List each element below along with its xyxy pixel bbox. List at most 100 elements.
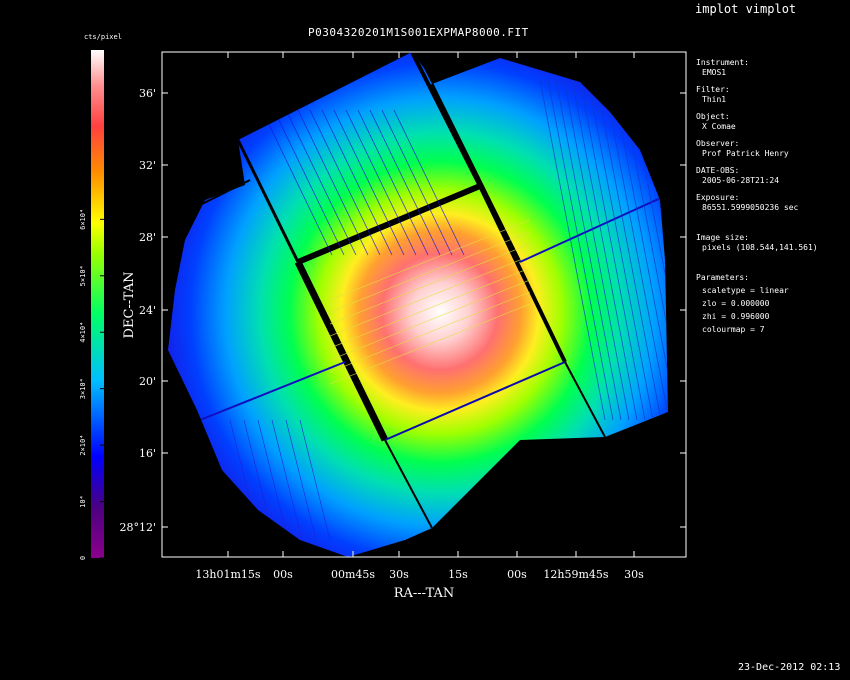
app-title: implot vimplot — [695, 2, 797, 16]
x-tick-label: 00m45s — [331, 568, 375, 581]
x-tick-label: 30s — [624, 568, 644, 581]
instrument-label: Instrument: — [696, 58, 749, 67]
bad-column — [261, 109, 333, 256]
x-axis-label: RA---TAN — [394, 586, 455, 601]
info-observer: Observer: Prof Patrick Henry — [696, 139, 789, 159]
bad-column — [329, 267, 531, 349]
bad-column — [329, 219, 531, 301]
y-tick-label: 28' — [139, 231, 156, 244]
bad-column — [273, 109, 345, 256]
y-tick-label: 16' — [139, 447, 156, 460]
y-tick-labels: 28°12' 16' 20' 24' 28' 32' 36' — [119, 87, 156, 534]
bad-column — [285, 109, 357, 256]
param-zlo: zlo = 0.000000 — [702, 299, 770, 308]
info-instrument: Instrument: EMOS1 — [696, 58, 749, 78]
size-label: Image size: — [696, 233, 749, 242]
info-object: Object: X Comae — [696, 112, 736, 132]
y-tick-label: 24' — [139, 304, 156, 317]
bad-column — [329, 255, 531, 337]
ccd-gap — [430, 83, 522, 263]
param-colourmap: colourmap = 7 — [702, 325, 765, 334]
colorbar-tick-label: 4×10⁴ — [79, 322, 87, 343]
ccd-gap — [236, 139, 300, 263]
info-size: Image size: pixels (108.544,141.561) — [696, 233, 818, 253]
object-label: Object: — [696, 112, 730, 121]
info-exposure: Exposure: 86551.5999050236 sec — [696, 193, 798, 213]
param-zhi: zhi = 0.996000 — [702, 312, 770, 321]
bad-column — [297, 109, 369, 256]
params-label: Parameters: — [696, 273, 749, 282]
bad-column — [321, 109, 393, 256]
bad-column — [659, 79, 668, 421]
bad-column — [309, 109, 381, 256]
plot-frame — [161, 51, 687, 558]
bad-column — [369, 109, 441, 256]
bad-column — [285, 419, 317, 541]
colorbar-tick-label: 5×10⁴ — [79, 265, 87, 286]
colorbar-tick-label: 6×10⁴ — [79, 209, 87, 230]
bad-column — [555, 79, 622, 421]
exposure-value: 86551.5999050236 sec — [702, 203, 799, 212]
bad-column — [329, 303, 531, 385]
footer-date: 23-Dec-2012 02:13 — [738, 662, 841, 673]
instrument-value: EMOS1 — [702, 68, 727, 77]
bad-column — [381, 109, 453, 256]
bad-column — [393, 109, 465, 256]
ccd-gap — [199, 361, 346, 421]
y-tick-label: 36' — [139, 87, 156, 100]
bad-column — [595, 79, 662, 421]
size-value: pixels (108.544,141.561) — [702, 243, 818, 252]
x-tick-label: 12h59m45s — [543, 568, 609, 581]
date-value: 2005-06-28T21:24 — [702, 176, 780, 185]
observer-label: Observer: — [696, 139, 740, 148]
x-tick-label: 13h01m15s — [195, 568, 261, 581]
object-value: X Comae — [702, 122, 736, 131]
bad-column — [579, 79, 646, 421]
bad-column — [563, 79, 630, 421]
bad-column — [357, 109, 429, 256]
bad-column — [329, 243, 531, 325]
y-tick-label: 20' — [139, 375, 156, 388]
bad-column — [329, 231, 531, 313]
info-filter: Filter: Thin1 — [696, 85, 730, 105]
bad-column — [257, 419, 289, 541]
plot-title: P0304320201M1S001EXPMAP8000.FIT — [308, 26, 529, 39]
filter-value: Thin1 — [702, 95, 727, 104]
x-tick-label: 15s — [448, 568, 468, 581]
colorbar-label: cts/pixel — [84, 33, 122, 41]
exposure-label: Exposure: — [696, 193, 740, 202]
bad-column — [299, 419, 331, 541]
colorbar-tick-label: 3×10⁴ — [79, 378, 87, 399]
bad-column — [587, 79, 654, 421]
exposure-field — [168, 52, 668, 557]
param-scaletype: scaletype = linear — [702, 286, 789, 295]
bad-column — [271, 419, 303, 541]
x-tick-labels: 13h01m15s 00s 00m45s 30s 15s 00s 12h59m45s 30s — [195, 568, 644, 581]
exposure-image — [168, 52, 668, 557]
colorbar-ticks: 0 10⁴ 2×10⁴ 3×10⁴ 4×10⁴ 5×10⁴ 6×10⁴ — [79, 209, 104, 560]
x-tick-label: 30s — [389, 568, 409, 581]
colorbar-tick-label: 0 — [79, 556, 87, 560]
x-tick-label: 00s — [273, 568, 293, 581]
bad-column — [603, 79, 668, 421]
bad-column — [345, 109, 417, 256]
bad-column — [539, 79, 606, 421]
bad-column — [611, 79, 668, 421]
colorbar-gradient — [91, 50, 104, 558]
x-tick-label: 00s — [507, 568, 527, 581]
observer-value: Prof Patrick Henry — [702, 149, 789, 158]
ccd-gap — [564, 361, 606, 438]
info-params: Parameters: scaletype = linear zlo = 0.0… — [696, 273, 789, 335]
ccd-gap — [294, 260, 389, 442]
ccd-gap — [478, 185, 567, 363]
bad-column — [329, 279, 531, 361]
axis-ticks — [162, 52, 686, 557]
bad-column — [547, 79, 614, 421]
ccd-gap — [410, 52, 482, 187]
colorbar-tick-label: 2×10⁴ — [79, 435, 87, 456]
y-tick-label: 28°12' — [119, 521, 156, 534]
ccd-gap — [384, 439, 433, 529]
date-label: DATE-OBS: — [696, 166, 740, 175]
y-tick-label: 32' — [139, 159, 156, 172]
